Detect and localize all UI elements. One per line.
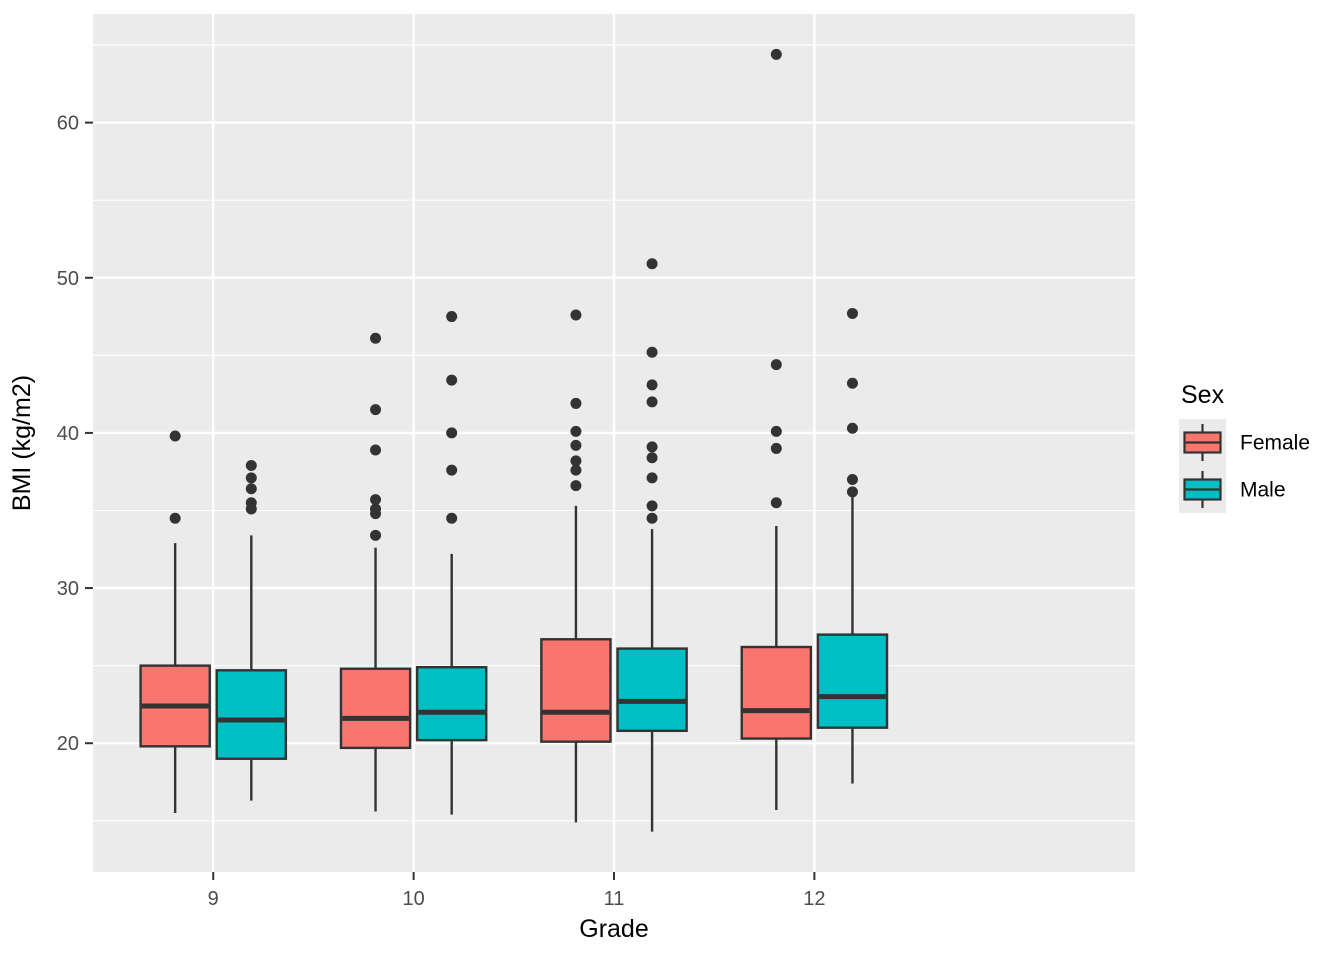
outlier-dot-male-grade-9	[245, 472, 257, 484]
outlier-dot-male-grade-10	[446, 512, 458, 524]
boxplot-box-female-grade-11	[540, 638, 612, 743]
y-tick-label: 40	[57, 423, 79, 445]
y-tick-label: 20	[57, 733, 79, 755]
y-tick-label: 50	[57, 268, 79, 290]
outlier-dot-male-grade-10	[446, 427, 458, 439]
outlier-dot-female-grade-11	[570, 425, 582, 437]
outlier-dot-male-grade-10	[446, 311, 458, 323]
outlier-dot-female-grade-9	[169, 430, 181, 442]
outlier-dot-male-grade-11	[646, 452, 658, 464]
boxplot-box-female-grade-12	[740, 645, 813, 740]
legend-label: Female	[1240, 432, 1310, 455]
boxplot-box-male-grade-10	[415, 665, 488, 742]
x-tick-label: 9	[208, 888, 219, 910]
x-tick-label: 12	[803, 888, 825, 910]
boxplot-box-male-grade-9	[215, 669, 288, 760]
x-axis-title: Grade	[579, 915, 648, 943]
outlier-dot-male-grade-12	[846, 473, 858, 485]
outlier-dot-female-grade-12	[770, 359, 782, 371]
legend-title: Sex	[1181, 381, 1225, 409]
outlier-dot-male-grade-9	[245, 459, 257, 471]
outlier-dot-male-grade-10	[446, 464, 458, 476]
outlier-dot-female-grade-10	[370, 404, 382, 416]
outlier-dot-female-grade-11	[570, 397, 582, 409]
legend-label: Male	[1240, 479, 1286, 502]
outlier-dot-female-grade-10	[370, 332, 382, 344]
outlier-dot-male-grade-11	[646, 396, 658, 408]
outlier-dot-female-grade-12	[770, 48, 782, 60]
outlier-dot-male-grade-11	[646, 346, 658, 358]
outlier-dot-female-grade-9	[169, 512, 181, 524]
outlier-dot-female-grade-10	[370, 494, 382, 506]
outlier-dot-female-grade-11	[570, 439, 582, 451]
y-tick-label: 60	[57, 113, 79, 135]
outlier-dot-female-grade-12	[770, 425, 782, 437]
y-axis-title: BMI (kg/m2)	[8, 375, 36, 511]
outlier-dot-female-grade-10	[370, 503, 382, 515]
outlier-dot-female-grade-11	[570, 480, 582, 492]
outlier-dot-male-grade-12	[846, 486, 858, 498]
outlier-dot-male-grade-11	[646, 379, 658, 391]
outlier-dot-female-grade-11	[570, 455, 582, 467]
outlier-dot-male-grade-11	[646, 441, 658, 453]
outlier-dot-male-grade-11	[646, 500, 658, 512]
outlier-dot-female-grade-12	[770, 497, 782, 509]
x-tick-label: 11	[604, 888, 625, 910]
x-tick-label: 10	[402, 888, 424, 910]
outlier-dot-male-grade-9	[245, 497, 257, 509]
outlier-dot-male-grade-11	[646, 258, 658, 270]
outlier-dot-female-grade-11	[570, 309, 582, 321]
boxplot-box-male-grade-11	[616, 647, 688, 733]
outlier-dot-female-grade-10	[370, 444, 382, 456]
y-tick-label: 30	[57, 578, 79, 600]
boxplot-box-female-grade-10	[339, 667, 412, 750]
outlier-dot-female-grade-11	[570, 464, 582, 476]
outlier-dot-male-grade-10	[446, 374, 458, 386]
outlier-dot-male-grade-11	[646, 472, 658, 484]
outlier-dot-male-grade-12	[846, 377, 858, 389]
outlier-dot-male-grade-9	[245, 483, 257, 495]
outlier-dot-female-grade-10	[370, 529, 382, 541]
outlier-dot-female-grade-12	[770, 442, 782, 454]
boxplot-box-male-grade-12	[816, 633, 889, 729]
outlier-dot-male-grade-12	[846, 307, 858, 319]
outlier-dot-male-grade-11	[646, 512, 658, 524]
outlier-dot-male-grade-12	[846, 422, 858, 434]
